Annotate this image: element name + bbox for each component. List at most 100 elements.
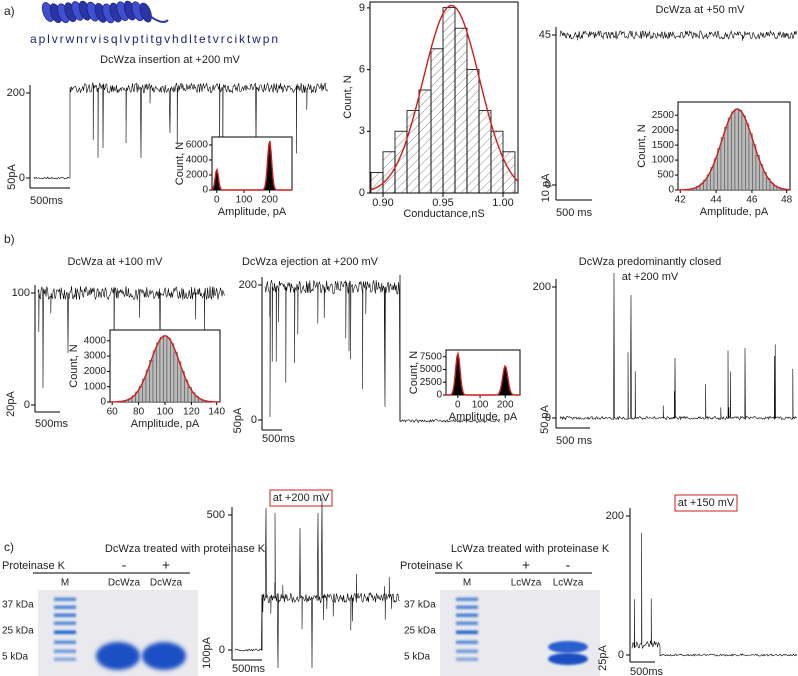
sequence: aplvrwnrvisqlvptitgvhdltetvrciktwpn — [30, 32, 280, 46]
lane-label: LcWza — [553, 578, 584, 589]
inset-bar — [748, 133, 753, 191]
axis-title: Amplitude, pA — [700, 206, 769, 218]
inset-bar — [720, 137, 725, 191]
histogram-bar — [430, 48, 444, 194]
protein-band — [548, 653, 588, 665]
protein-blob — [96, 642, 140, 670]
tick-label: 0 — [100, 397, 106, 408]
marker-label: 5 kDa — [404, 652, 431, 663]
inset-bar — [170, 343, 175, 403]
tick-label: 5000 — [420, 364, 443, 375]
inset-bar — [510, 391, 511, 395]
inset-bar — [268, 148, 269, 190]
tick-label: 0 — [455, 400, 461, 411]
lane-label: DcWza — [108, 578, 141, 589]
scale-label: 25pA — [597, 644, 609, 670]
tick-label: 200 — [533, 281, 551, 293]
ladder-band — [54, 597, 76, 601]
tick-label: 140 — [208, 407, 225, 418]
current-trace — [37, 286, 225, 389]
inset-bar — [177, 361, 182, 403]
fit-curve — [369, 4, 519, 191]
trace-title: DcWza predominantly closed — [579, 256, 721, 268]
tick-label: 200 — [239, 279, 257, 291]
row-label: Proteinase K — [2, 560, 66, 572]
inset-bar — [507, 375, 508, 395]
lane-label: M — [463, 578, 471, 589]
inset-bar — [266, 175, 267, 190]
voltage-box — [674, 494, 738, 512]
sign: + — [522, 557, 530, 573]
inset-bar — [738, 110, 743, 191]
inset-frame — [211, 136, 293, 191]
tick-label: 500 — [657, 170, 674, 181]
fit-curve — [678, 108, 791, 191]
tick-label: 2500 — [420, 377, 443, 388]
inset-bar — [503, 371, 504, 395]
tick-label: 0 — [618, 649, 624, 661]
axis-title: Amplitude, pA — [218, 206, 287, 218]
scale-label: 500ms — [30, 195, 64, 207]
inset-bar — [214, 182, 215, 190]
tick-label: 1000 — [652, 155, 675, 166]
inset-bar — [509, 387, 510, 395]
marker-label: 37 kDa — [2, 600, 34, 611]
tick-label: 4000 — [84, 335, 107, 346]
tick-label: 200 — [606, 510, 624, 522]
inset-bar — [505, 366, 506, 395]
histogram-bar — [382, 151, 396, 194]
fit-curve — [211, 140, 292, 191]
ladder-band — [54, 657, 76, 661]
tick-label: 100 — [472, 400, 489, 411]
inset-bar — [159, 337, 164, 403]
tick-label: 46 — [746, 195, 758, 206]
tick-label: 0.90 — [372, 197, 393, 209]
tick-label: 200 — [261, 195, 278, 206]
scale-label: 500ms — [630, 666, 664, 676]
ladder-band — [456, 597, 478, 601]
inset-bar — [152, 350, 157, 403]
ladder-band — [456, 621, 478, 625]
fit-curve — [109, 335, 221, 403]
inset-bar — [727, 117, 732, 191]
ladder-band — [456, 613, 478, 617]
inset-bar — [166, 337, 171, 403]
marker-label: 25 kDa — [404, 626, 436, 637]
histogram-bar — [478, 110, 492, 194]
scale-label: 50 pA — [539, 404, 551, 433]
inset-bar — [271, 158, 272, 190]
trace-title: DcWza at +50 mV — [656, 4, 746, 16]
inset-bar — [456, 360, 457, 395]
inset-bar — [508, 382, 509, 395]
histogram-bar — [406, 110, 420, 194]
tick-label: 3000 — [84, 351, 107, 362]
scale-label: 100pA — [201, 636, 213, 668]
inset-bar — [460, 374, 461, 395]
panel-label: b) — [4, 232, 15, 246]
inset-bar — [270, 145, 271, 190]
tick-label: 2000 — [84, 366, 107, 377]
tick-label: 9 — [359, 2, 365, 14]
inset-bar — [504, 367, 505, 395]
inset-bar — [267, 161, 268, 190]
helix-tail — [149, 15, 169, 24]
inset-bar — [272, 172, 273, 190]
panel-title: DcWza treated with proteinase K — [105, 543, 266, 555]
inset-bar — [459, 363, 460, 395]
inset-bar — [500, 389, 501, 395]
inset-bar — [502, 378, 503, 395]
tick-label: 1500 — [652, 140, 675, 151]
panel-label: a) — [4, 4, 15, 18]
scale-label: 500ms — [262, 433, 296, 445]
tick-label: 500 — [207, 509, 225, 521]
tick-label: 100 — [236, 195, 253, 206]
tick-label: 0 — [219, 644, 225, 656]
lane-label: LcWza — [511, 578, 542, 589]
ladder-band — [54, 605, 76, 609]
ladder-band — [54, 649, 76, 653]
tick-label: 0 — [251, 414, 257, 426]
tick-label: 4000 — [186, 155, 209, 166]
scale-label: 50pA — [6, 163, 18, 189]
trace-title: DcWza at +100 mV — [67, 256, 163, 268]
